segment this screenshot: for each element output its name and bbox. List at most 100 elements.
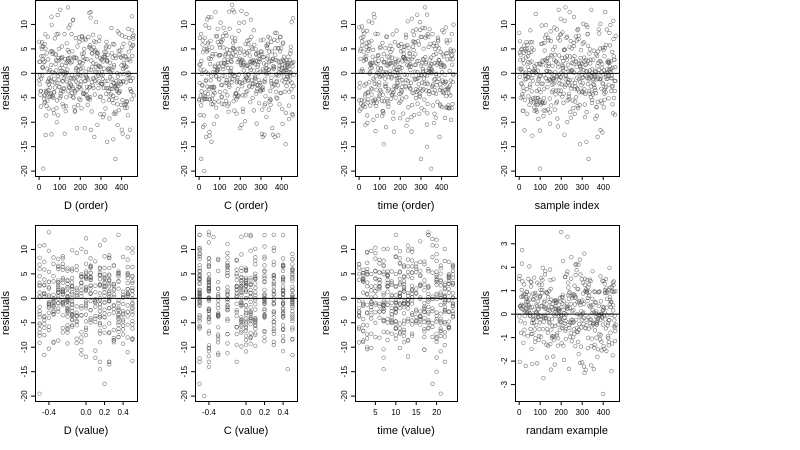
data-point (518, 303, 523, 308)
data-point (68, 22, 73, 27)
data-point (216, 68, 221, 73)
data-point (416, 82, 421, 87)
data-point (434, 273, 439, 278)
data-point (362, 31, 367, 36)
data-point (393, 310, 398, 315)
data-point (277, 102, 282, 107)
data-point (561, 299, 566, 304)
data-point (434, 279, 439, 285)
data-point (107, 288, 112, 294)
data-point (37, 315, 42, 320)
data-point (442, 310, 447, 315)
data-point (217, 42, 222, 48)
data-point (403, 56, 408, 61)
data-point (287, 89, 292, 94)
data-point (118, 54, 123, 59)
data-point (271, 315, 276, 320)
data-point (592, 83, 597, 88)
data-point (198, 31, 204, 37)
data-point (573, 59, 578, 64)
data-point (264, 114, 269, 119)
data-point (445, 40, 450, 45)
data-point (221, 25, 226, 31)
data-point (271, 288, 276, 294)
data-point (212, 85, 217, 90)
data-point (207, 129, 212, 135)
data-point (365, 291, 370, 296)
data-point (365, 310, 370, 315)
data-point (434, 83, 439, 88)
data-point (412, 112, 417, 118)
data-point (437, 58, 442, 63)
data-point (438, 311, 443, 316)
data-point (88, 10, 93, 15)
data-point (111, 292, 116, 297)
data-point (602, 45, 608, 50)
data-point (116, 274, 121, 279)
data-point (82, 126, 87, 131)
data-point (125, 257, 130, 262)
data-point (41, 54, 46, 59)
data-point (389, 96, 394, 101)
data-point (46, 269, 52, 275)
data-point (373, 129, 378, 134)
data-point (206, 329, 211, 334)
x-tick-label: 0.4 (118, 408, 130, 417)
data-point (271, 326, 276, 332)
data-point (410, 29, 415, 34)
data-point (51, 304, 56, 309)
data-point (120, 319, 126, 324)
data-point (546, 63, 551, 69)
data-point (607, 30, 612, 36)
data-point (389, 305, 394, 311)
data-point (37, 262, 42, 267)
data-point (69, 313, 75, 319)
data-point (227, 9, 232, 14)
data-point (217, 89, 222, 94)
data-point (60, 288, 65, 293)
data-point (233, 36, 238, 41)
data-point (397, 256, 403, 261)
data-point (426, 232, 431, 237)
data-point (214, 34, 220, 39)
data-point (381, 317, 386, 322)
data-point (369, 307, 374, 312)
data-point (442, 115, 448, 120)
x-tick-label: 400 (597, 408, 611, 417)
data-point (362, 104, 368, 110)
data-point (226, 65, 231, 71)
data-point (116, 301, 121, 306)
data-point (200, 83, 205, 88)
data-point (397, 326, 403, 331)
data-point (290, 295, 295, 300)
data-point (37, 282, 42, 287)
x-tick-label: 0.4 (278, 408, 290, 417)
data-point (541, 108, 546, 113)
data-point (206, 320, 211, 325)
data-point (125, 270, 130, 276)
plot-frame (35, 0, 138, 177)
data-point (408, 67, 413, 73)
data-point (572, 87, 578, 92)
data-point (566, 296, 571, 301)
data-point (583, 91, 588, 97)
data-point (531, 100, 537, 105)
data-point (594, 309, 599, 314)
data-point (566, 285, 571, 290)
data-point (539, 282, 545, 287)
data-point (57, 72, 62, 77)
data-point (234, 308, 239, 313)
data-point (442, 295, 447, 300)
data-point (390, 32, 395, 37)
data-point (51, 279, 56, 284)
data-point (357, 299, 362, 304)
data-point (83, 286, 89, 291)
data-point (239, 284, 244, 289)
y-tick-label: 10 (180, 19, 189, 28)
data-point (517, 30, 522, 35)
data-point (399, 65, 404, 70)
data-point (74, 304, 79, 309)
x-tick-label: -0.4 (202, 408, 216, 417)
data-point (547, 121, 553, 126)
data-point (526, 292, 532, 297)
